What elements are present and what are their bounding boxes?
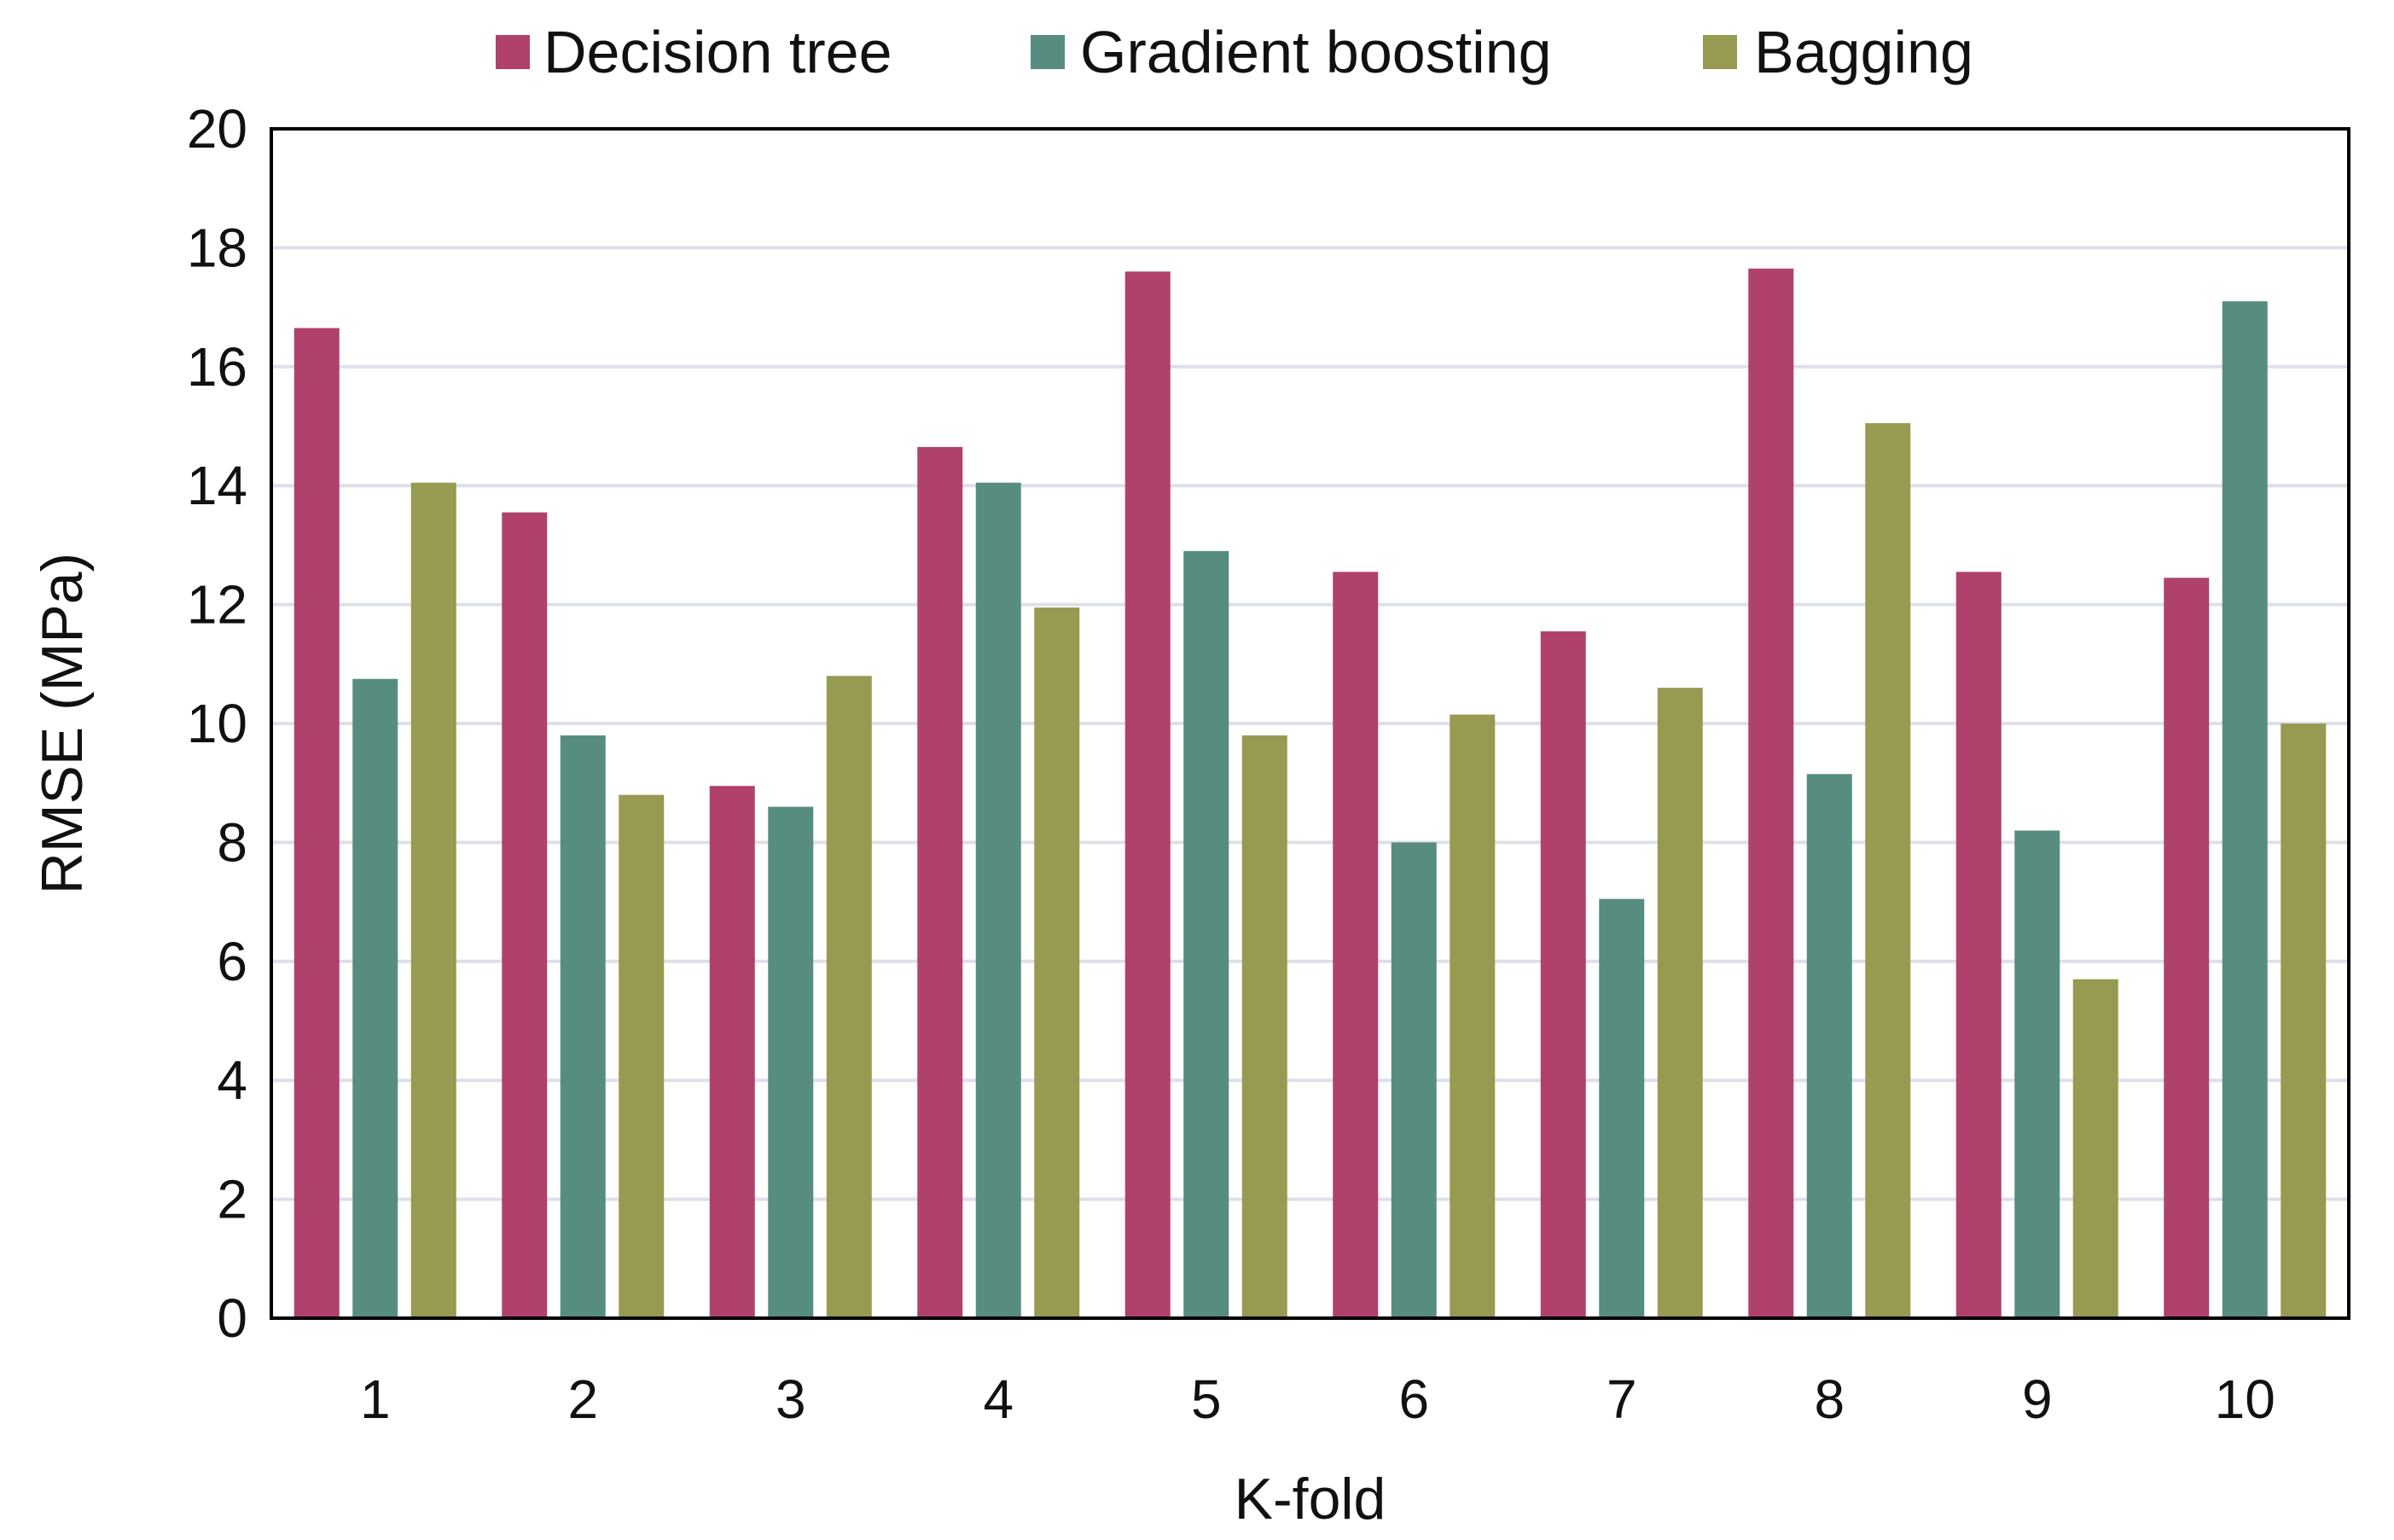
bar-gradient-boosting-fold-5 [1183, 550, 1229, 1318]
legend-label-decision-tree: Decision tree [543, 19, 892, 85]
bar-bagging-fold-8 [1865, 423, 1911, 1318]
y-tick-label: 6 [217, 931, 247, 992]
x-tick-label: 10 [2215, 1369, 2275, 1430]
bar-decision-tree-fold-3 [709, 786, 755, 1318]
legend: Decision tree Gradient boosting Bagging [496, 19, 1973, 85]
bar-bagging-fold-7 [1657, 688, 1703, 1318]
bar-decision-tree-fold-4 [917, 446, 963, 1318]
y-tick-label: 14 [187, 455, 247, 516]
x-tick-labels: 1 2 3 4 5 6 7 8 9 10 [360, 1369, 2275, 1430]
bar-bagging-fold-2 [619, 794, 665, 1318]
gridlines [271, 246, 2349, 1201]
x-tick-label: 3 [776, 1369, 806, 1430]
bar-decision-tree-fold-8 [1748, 268, 1794, 1318]
legend-label-gradient-boosting: Gradient boosting [1080, 19, 1552, 85]
bar-bagging-fold-4 [1034, 607, 1080, 1318]
bar-bagging-fold-10 [2281, 724, 2327, 1318]
bar-gradient-boosting-fold-4 [975, 482, 1021, 1318]
bar-bagging-fold-9 [2072, 979, 2118, 1318]
bar-decision-tree-fold-10 [2164, 578, 2210, 1318]
y-tick-labels: 0 2 4 6 8 10 12 14 16 18 20 [187, 98, 247, 1349]
y-tick-label: 12 [187, 574, 247, 636]
bar-gradient-boosting-fold-7 [1599, 898, 1645, 1318]
bar-bagging-fold-3 [826, 676, 872, 1318]
y-tick-label: 20 [187, 98, 247, 160]
y-tick-label: 18 [187, 217, 247, 278]
x-axis-title: K-fold [1235, 1467, 1386, 1531]
y-tick-label: 8 [217, 811, 247, 873]
bar-gradient-boosting-fold-6 [1391, 842, 1437, 1318]
bar-gradient-boosting-fold-3 [768, 806, 814, 1318]
bar-gradient-boosting-fold-2 [560, 735, 606, 1318]
x-tick-label: 8 [1814, 1369, 1845, 1430]
bar-decision-tree-fold-9 [1955, 572, 2002, 1318]
legend-swatch-bagging [1703, 35, 1737, 69]
legend-swatch-gradient-boosting [1031, 35, 1065, 69]
x-tick-label: 6 [1398, 1369, 1429, 1430]
y-tick-label: 2 [217, 1169, 247, 1230]
bar-gradient-boosting-fold-10 [2222, 301, 2268, 1318]
legend-label-bagging: Bagging [1754, 19, 1973, 85]
plot-frame [270, 127, 2350, 1320]
x-tick-label: 1 [360, 1369, 391, 1430]
bar-bagging-fold-1 [410, 482, 456, 1318]
bar-decision-tree-fold-6 [1333, 572, 1379, 1318]
y-tick-label: 16 [187, 336, 247, 398]
x-tick-label: 9 [2022, 1369, 2053, 1430]
y-tick-label: 4 [217, 1049, 247, 1111]
bar-bagging-fold-6 [1450, 714, 1496, 1318]
x-tick-label: 7 [1607, 1369, 1637, 1430]
bar-gradient-boosting-fold-9 [2014, 830, 2060, 1318]
y-axis-title: RMSE (MPa) [30, 553, 95, 894]
bar-bagging-fold-5 [1241, 735, 1287, 1318]
y-tick-label: 0 [217, 1287, 247, 1349]
bar-decision-tree-fold-7 [1540, 631, 1586, 1318]
bar-decision-tree-fold-5 [1124, 271, 1171, 1318]
bar-decision-tree-fold-1 [293, 328, 340, 1318]
bar-gradient-boosting-fold-8 [1806, 774, 1852, 1318]
x-tick-label: 2 [567, 1369, 598, 1430]
bar-decision-tree-fold-2 [502, 512, 548, 1318]
legend-swatch-decision-tree [496, 35, 530, 69]
x-tick-label: 5 [1191, 1369, 1222, 1430]
x-tick-label: 4 [983, 1369, 1014, 1430]
y-tick-label: 10 [187, 693, 247, 754]
bar-gradient-boosting-fold-1 [352, 678, 398, 1318]
bars [293, 268, 2327, 1318]
